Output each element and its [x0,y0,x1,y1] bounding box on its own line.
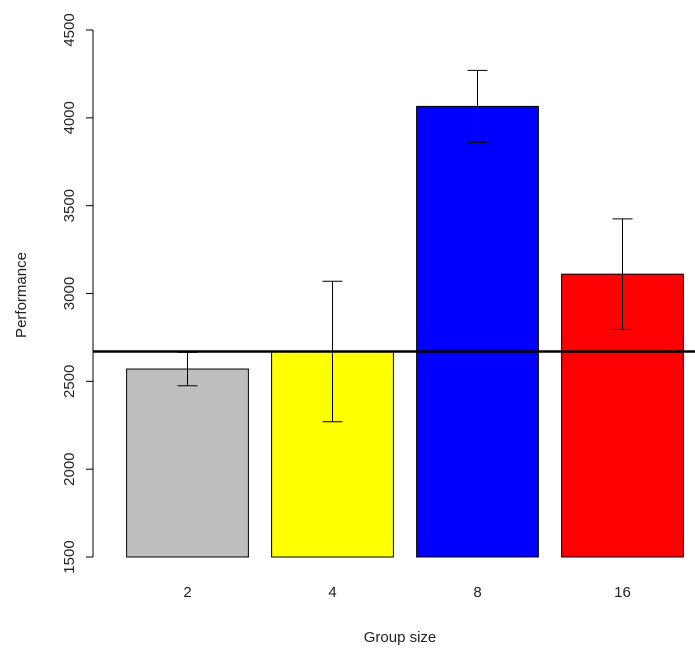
error-bar [467,69,488,143]
bar [126,368,249,558]
x-tick-label: 2 [183,584,191,601]
y-axis-label: Performance [13,252,30,338]
y-tick-label: 4500 [61,13,78,46]
x-tick-label: 8 [473,584,481,601]
error-bar [612,218,633,331]
y-tick-label: 3000 [61,277,78,310]
y-tick-label: 3500 [61,189,78,222]
bar [416,105,539,558]
x-axis-label: Group size [364,629,437,646]
y-tick-label: 2000 [61,452,78,485]
x-tick-label: 4 [328,584,336,601]
y-tick-label: 2500 [61,365,78,398]
x-tick-label: 16 [614,584,631,601]
y-tick-label: 4000 [61,101,78,134]
y-tick-label: 1500 [61,540,78,573]
